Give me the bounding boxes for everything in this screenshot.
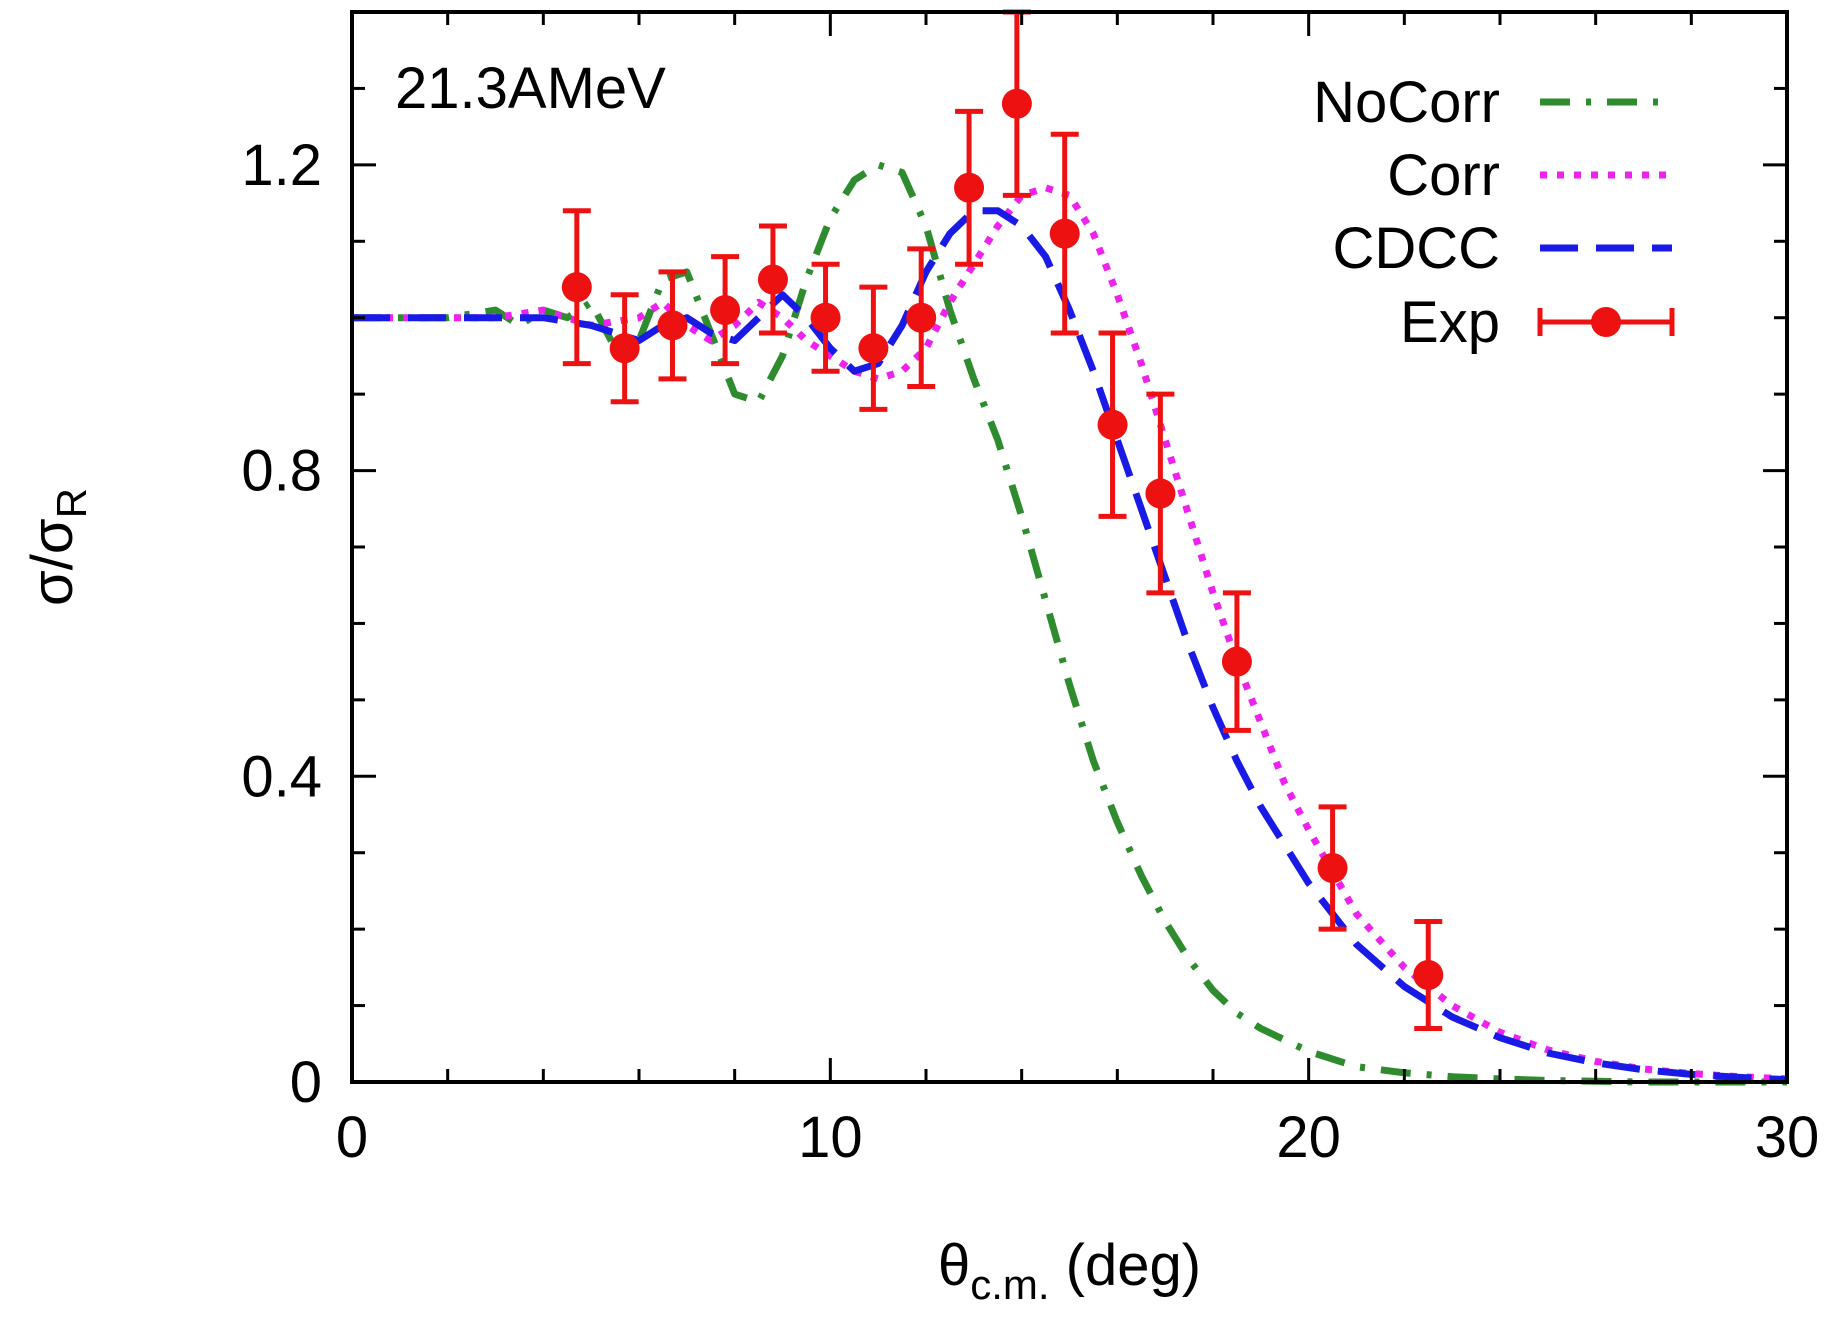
exp-marker [657,310,688,341]
exp-marker [858,333,889,364]
exp-marker [954,172,985,203]
exp-point [1145,391,1176,596]
x-axis-label-suffix: (deg) [1050,1233,1202,1298]
exp-marker [1221,646,1252,677]
legend-label-cdcc: CDCC [1332,216,1500,281]
legend-label-corr: Corr [1387,143,1500,208]
x-tick-label: 0 [336,1105,368,1170]
y-tick-label: 0.4 [241,744,322,809]
series-line-cdcc [352,207,1788,1084]
tick-labels: 0 10 20 30 0 0.4 0.8 1.2 [241,133,1819,1170]
exp-marker [710,295,741,326]
exp-marker [609,333,640,364]
x-tick-label: 10 [798,1105,863,1170]
y-axis-label-main: σ/σ [20,518,85,606]
exp-point [609,292,640,405]
exp-marker [1049,218,1080,249]
y-tick-label: 1.2 [241,133,322,198]
series-exp [561,9,1444,1031]
exp-marker [810,302,841,333]
exp-point [561,208,592,367]
exp-marker [906,302,937,333]
x-tick-label: 30 [1755,1105,1820,1170]
exp-point [1097,330,1128,519]
x-tick-label: 20 [1276,1105,1341,1170]
exp-marker [1097,409,1128,440]
exp-point [1049,131,1080,336]
legend-sample-exp-marker [1591,307,1621,337]
exp-point [657,269,688,382]
y-tick-label: 0 [290,1050,322,1115]
legend-label-nocorr: NoCorr [1313,70,1500,135]
exp-point [1221,590,1252,733]
legend: NoCorr Corr CDCC Exp [1313,70,1675,355]
exp-point [1001,9,1032,198]
exp-point [757,223,788,336]
energy-annotation: 21.3AMeV [395,56,666,121]
exp-point [954,108,985,267]
exp-marker [1001,88,1032,119]
x-axis-label-sub: c.m. [970,1261,1049,1308]
exp-point [1413,919,1444,1031]
legend-samples [1537,98,1675,337]
exp-marker [1317,853,1348,883]
exp-point [858,284,889,412]
y-tick-label: 0.8 [241,439,322,504]
exp-marker [757,264,788,295]
series-curves [352,161,1788,1086]
exp-point [810,261,841,374]
exp-point [906,246,937,389]
x-axis-label: θc.m. (deg) [938,1233,1201,1308]
plot-frame [350,10,1789,1084]
y-axis-label: σ/σR [20,488,95,606]
exp-point [1317,804,1348,932]
exp-marker [1145,478,1176,509]
exp-point [710,254,741,367]
exp-marker [561,272,592,303]
exp-marker [1413,960,1444,990]
x-axis-label-main: θ [938,1233,970,1298]
axis-ticks [350,10,1789,1084]
y-axis-label-sub: R [48,488,95,518]
legend-label-exp: Exp [1400,290,1500,355]
